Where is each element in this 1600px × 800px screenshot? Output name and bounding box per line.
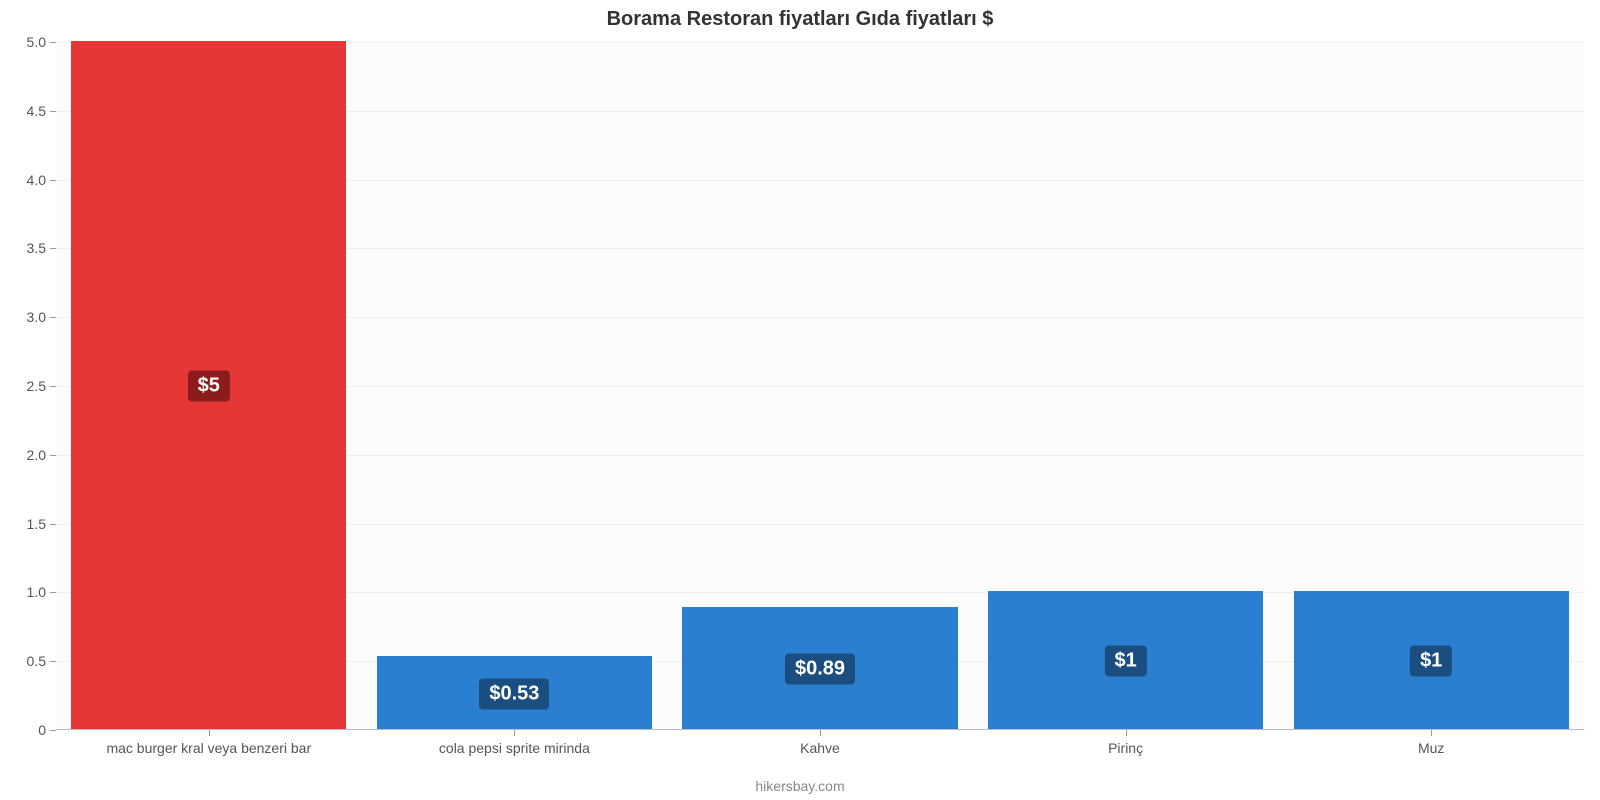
ytick-label: 2.0 — [0, 447, 46, 463]
value-badge: $1 — [1410, 646, 1452, 677]
value-badge: $5 — [188, 371, 230, 402]
ytick-mark — [50, 592, 56, 593]
ytick-label: 3.5 — [0, 240, 46, 256]
ytick-mark — [50, 455, 56, 456]
ytick-mark — [50, 730, 56, 731]
ytick-label: 2.5 — [0, 378, 46, 394]
ytick-mark — [50, 180, 56, 181]
ytick-mark — [50, 248, 56, 249]
ytick-label: 5.0 — [0, 34, 46, 50]
ytick-mark — [50, 661, 56, 662]
ytick-label: 1.5 — [0, 516, 46, 532]
ytick-label: 4.5 — [0, 103, 46, 119]
ytick-label: 1.0 — [0, 584, 46, 600]
xtick-label: cola pepsi sprite mirinda — [439, 740, 590, 756]
ytick-mark — [50, 42, 56, 43]
xtick-mark — [1431, 730, 1432, 736]
ytick-label: 0 — [0, 722, 46, 738]
value-badge: $0.89 — [785, 653, 855, 684]
xtick-mark — [514, 730, 515, 736]
value-badge: $1 — [1104, 646, 1146, 677]
xtick-label: Muz — [1418, 740, 1444, 756]
value-badge: $0.53 — [479, 678, 549, 709]
xtick-mark — [1126, 730, 1127, 736]
ytick-label: 4.0 — [0, 172, 46, 188]
xtick-label: mac burger kral veya benzeri bar — [106, 740, 311, 756]
ytick-label: 0.5 — [0, 653, 46, 669]
plot-area: $5 $0.53 $0.89 $1 $1 — [56, 42, 1584, 730]
chart-footer: hikersbay.com — [0, 778, 1600, 794]
ytick-mark — [50, 317, 56, 318]
xtick-label: Pirinç — [1108, 740, 1143, 756]
chart-title: Borama Restoran fiyatları Gıda fiyatları… — [0, 8, 1600, 31]
xtick-label: Kahve — [800, 740, 840, 756]
xtick-mark — [209, 730, 210, 736]
ytick-mark — [50, 524, 56, 525]
chart-container: Borama Restoran fiyatları Gıda fiyatları… — [0, 0, 1600, 800]
xtick-mark — [820, 730, 821, 736]
ytick-mark — [50, 111, 56, 112]
ytick-mark — [50, 386, 56, 387]
ytick-label: 3.0 — [0, 309, 46, 325]
